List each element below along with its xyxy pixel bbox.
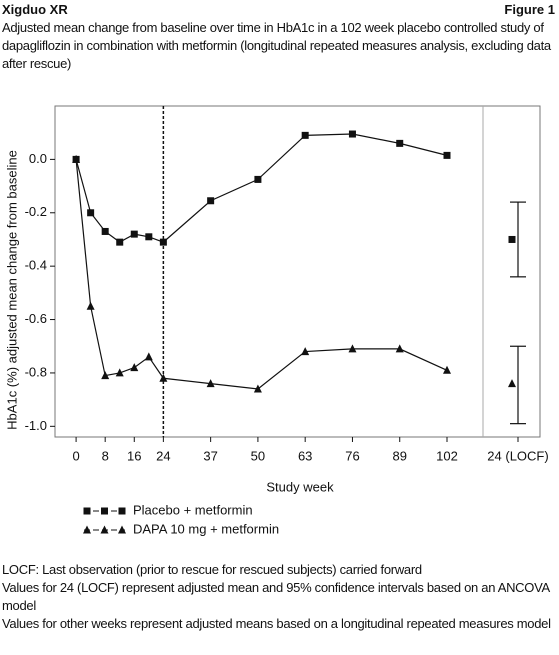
x-tick-label: 16 <box>127 448 141 463</box>
plot-frame <box>54 105 541 438</box>
y-tick-label: 0.0 <box>29 151 47 166</box>
marker <box>159 238 167 246</box>
marker <box>443 365 451 374</box>
legend-marker <box>83 525 91 534</box>
series-line <box>75 159 448 390</box>
marker <box>159 373 168 382</box>
marker <box>253 384 262 393</box>
y-tick-label: -1.0 <box>25 418 47 433</box>
header-right: Figure 1 <box>504 2 555 17</box>
marker <box>87 209 95 217</box>
marker <box>508 235 516 243</box>
marker <box>145 233 153 241</box>
legend-marker <box>101 507 108 515</box>
x-tick-label: 63 <box>298 448 312 463</box>
x-tick-label: 24 <box>156 448 170 463</box>
y-tick-label: -0.4 <box>25 258 47 273</box>
marker <box>348 344 357 353</box>
y-tick-label: -0.8 <box>25 364 47 379</box>
x-tick-label: 8 <box>102 448 109 463</box>
y-tick-label: -0.2 <box>25 204 47 219</box>
note: Values for 24 (LOCF) represent adjusted … <box>2 580 550 613</box>
marker <box>348 130 356 138</box>
marker <box>116 238 124 246</box>
legend-marker <box>83 507 91 515</box>
marker <box>254 175 262 183</box>
legend-label: DAPA 10 mg + metformin <box>133 521 279 536</box>
marker <box>443 151 451 159</box>
legend-marker <box>118 525 126 534</box>
notes: LOCF: Last observation (prior to rescue … <box>2 561 557 633</box>
x-tick-label: 24 (LOCF) <box>487 448 548 463</box>
marker <box>508 379 516 388</box>
legend-label: Placebo + metformin <box>133 502 253 517</box>
marker <box>301 347 310 356</box>
marker <box>101 227 109 235</box>
chart-title: Adjusted mean change from baseline over … <box>2 20 551 71</box>
x-tick-label: 0 <box>72 448 79 463</box>
y-tick-label: -0.6 <box>25 311 47 326</box>
note: LOCF: Last observation (prior to rescue … <box>2 562 422 577</box>
x-axis-label: Study week <box>266 479 334 494</box>
marker <box>130 230 138 238</box>
marker <box>130 363 139 372</box>
marker <box>72 154 81 163</box>
marker <box>86 301 95 310</box>
legend-marker <box>118 507 126 515</box>
x-tick-label: 50 <box>251 448 265 463</box>
y-axis-label: HbA1c (%) adjusted mean change from base… <box>4 150 19 430</box>
marker <box>144 352 153 361</box>
x-tick-label: 89 <box>392 448 406 463</box>
marker <box>395 344 404 353</box>
marker <box>396 139 404 147</box>
legend-marker <box>100 525 109 534</box>
chart: Study week HbA1c (%) adjusted mean chang… <box>4 105 549 536</box>
marker <box>101 371 110 380</box>
marker <box>115 368 124 377</box>
series-line <box>75 133 448 243</box>
marker <box>301 131 309 139</box>
header-left: Xigduo XR <box>2 2 68 17</box>
marker <box>207 197 215 205</box>
x-tick-label: 37 <box>203 448 217 463</box>
x-tick-label: 102 <box>436 448 458 463</box>
marker <box>206 379 215 388</box>
x-tick-label: 76 <box>345 448 359 463</box>
note: Values for other weeks represent adjuste… <box>2 616 551 631</box>
